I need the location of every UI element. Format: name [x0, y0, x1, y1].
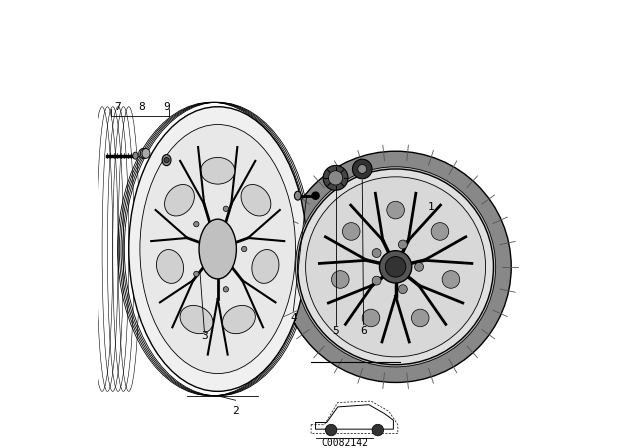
Ellipse shape [223, 206, 228, 211]
Ellipse shape [142, 149, 150, 158]
Circle shape [323, 165, 348, 190]
Circle shape [385, 257, 406, 277]
Circle shape [372, 424, 383, 436]
Circle shape [328, 171, 342, 185]
Circle shape [358, 164, 367, 173]
Text: C0082142: C0082142 [321, 438, 368, 448]
Ellipse shape [139, 149, 147, 158]
Circle shape [312, 192, 319, 199]
Circle shape [415, 263, 424, 271]
Text: 4: 4 [290, 313, 297, 323]
Ellipse shape [194, 271, 199, 276]
Circle shape [325, 424, 337, 436]
Text: 3: 3 [201, 331, 208, 341]
Ellipse shape [156, 250, 184, 284]
Text: 5: 5 [332, 326, 339, 336]
Circle shape [372, 276, 381, 285]
Circle shape [298, 169, 493, 365]
Circle shape [412, 309, 429, 327]
Ellipse shape [180, 306, 213, 334]
Ellipse shape [132, 152, 138, 159]
Ellipse shape [200, 157, 235, 184]
Ellipse shape [162, 155, 171, 166]
Text: 2: 2 [232, 406, 239, 416]
Ellipse shape [140, 149, 148, 158]
Circle shape [399, 285, 407, 293]
Ellipse shape [252, 250, 279, 284]
Circle shape [296, 167, 495, 367]
Circle shape [442, 271, 460, 288]
Circle shape [332, 271, 349, 288]
Ellipse shape [223, 287, 228, 292]
Circle shape [305, 177, 486, 357]
Ellipse shape [129, 107, 307, 392]
Ellipse shape [140, 125, 296, 374]
Circle shape [380, 251, 412, 283]
Circle shape [399, 240, 407, 249]
Text: 6: 6 [360, 326, 367, 336]
Circle shape [280, 151, 511, 383]
Text: 7: 7 [115, 102, 121, 112]
Circle shape [387, 201, 404, 219]
Circle shape [362, 309, 380, 327]
Circle shape [353, 159, 372, 179]
Ellipse shape [241, 185, 271, 216]
Ellipse shape [194, 221, 199, 227]
Circle shape [342, 223, 360, 240]
Text: 1: 1 [428, 202, 435, 212]
Ellipse shape [294, 191, 301, 200]
Text: 8: 8 [139, 102, 145, 112]
Circle shape [431, 223, 449, 240]
Ellipse shape [241, 246, 247, 252]
Text: 9: 9 [163, 102, 170, 112]
Ellipse shape [164, 185, 195, 216]
Ellipse shape [199, 219, 236, 279]
Circle shape [164, 157, 169, 163]
Ellipse shape [223, 306, 255, 334]
Circle shape [372, 249, 381, 258]
